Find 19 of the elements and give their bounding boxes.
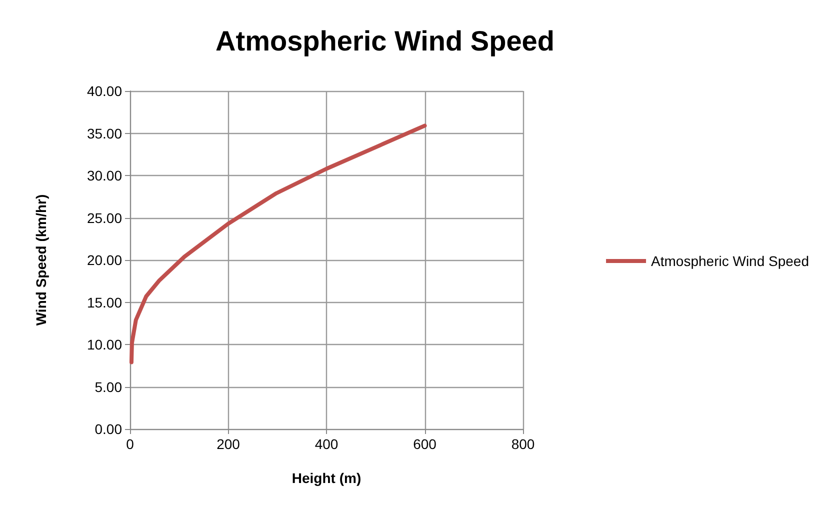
line-series — [129, 124, 427, 364]
x-tick-label: 200 — [216, 436, 240, 452]
y-axis-title: Wind Speed (km/hr) — [33, 194, 49, 326]
x-tick-label: 800 — [511, 436, 535, 452]
y-tick-label: 10.00 — [86, 336, 122, 352]
y-tick-label: 20.00 — [86, 252, 122, 268]
x-tick-label: 400 — [314, 436, 338, 452]
chart-title: Atmospheric Wind Speed — [216, 26, 554, 56]
y-tick-label: 40.00 — [86, 83, 122, 99]
x-tick-label: 0 — [126, 436, 134, 452]
y-tick-label: 15.00 — [86, 294, 122, 310]
y-tick-label: 0.00 — [94, 421, 122, 437]
legend-label: Atmospheric Wind Speed — [651, 253, 810, 269]
x-axis-title: Height (m) — [292, 470, 362, 486]
x-tick-label: 600 — [413, 436, 437, 452]
y-tick-label: 5.00 — [94, 378, 122, 395]
y-tick-label: 35.00 — [86, 125, 122, 142]
y-tick-label: 30.00 — [86, 168, 122, 184]
y-tick-label: 25.00 — [86, 210, 122, 226]
